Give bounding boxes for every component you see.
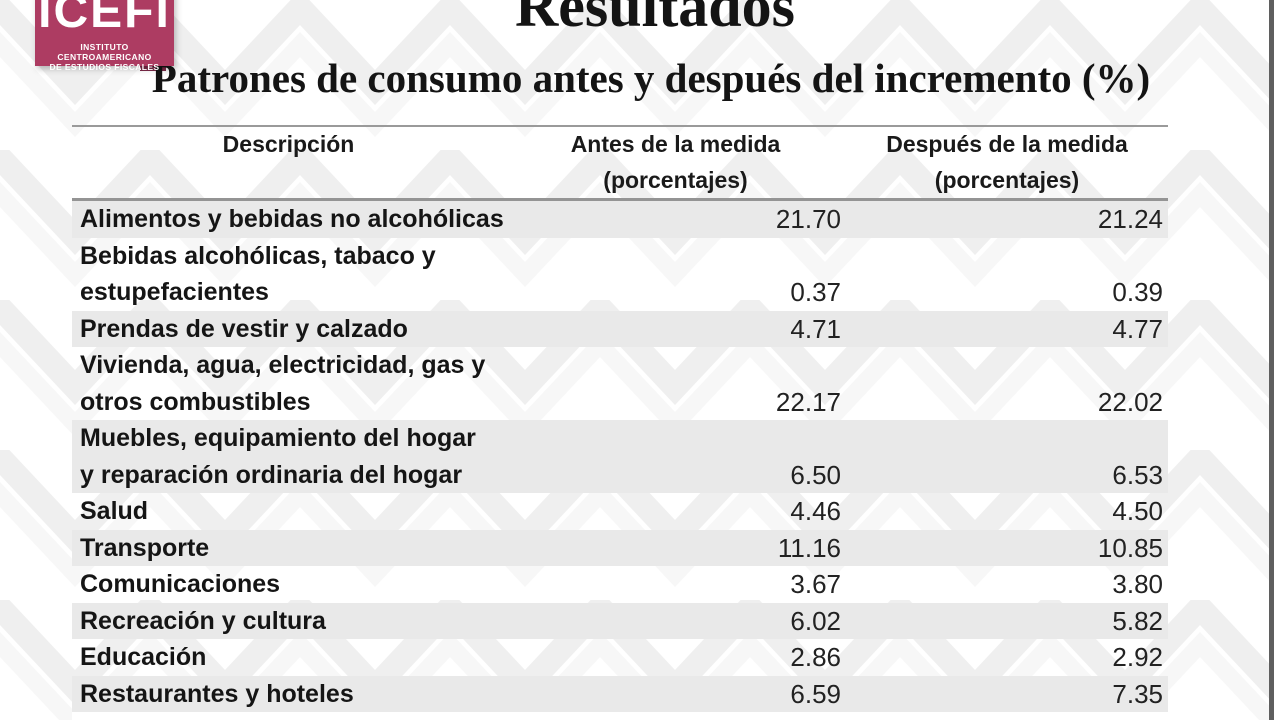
before-value-cell: 4.71: [790, 313, 841, 344]
consumption-table-container: Descripción Antes de la medida (porcenta…: [72, 125, 1168, 720]
after-value-cell: 22.02: [1097, 386, 1163, 417]
table-header-row: Descripción Antes de la medida (porcenta…: [72, 126, 1168, 200]
description-cell: Comunicaciones: [80, 570, 281, 598]
table-row: Salud 4.46 4.50: [72, 493, 1168, 530]
description-cell: Restaurantes y hoteles: [80, 679, 354, 708]
after-value-cell: 2.92: [1112, 642, 1163, 672]
description-cell: Salud: [80, 497, 149, 525]
after-value-cell: 5.82: [1112, 605, 1163, 636]
after-value-cell: 10.85: [1097, 532, 1163, 563]
before-value-cell: 6.50: [790, 459, 841, 490]
description-cell: Recreación y cultura: [80, 606, 326, 635]
description-cell: Transporte: [80, 533, 210, 562]
table-row: Restaurantes y hoteles 6.59 7.35: [72, 675, 1168, 712]
before-value-cell: 2.86: [790, 642, 841, 672]
table-next-row-cut: [72, 712, 1168, 720]
right-edge-bar: [1269, 0, 1274, 720]
description-cell: Vivienda, agua, electricidad, gas y otro…: [80, 351, 486, 416]
before-value-cell: 11.16: [777, 532, 841, 563]
table-row: Recreación y cultura 6.02 5.82: [72, 602, 1168, 639]
before-value-cell: 21.70: [775, 204, 841, 234]
table-row: Vivienda, agua, electricidad, gas y otro…: [72, 347, 1168, 420]
before-value-cell: 4.46: [790, 496, 841, 526]
right-edge-margin: [1274, 0, 1280, 720]
description-cell: Muebles, equipamiento del hogar y repara…: [80, 424, 476, 489]
table-row: Prendas de vestir y calzado 4.71 4.77: [72, 310, 1168, 347]
before-value-cell: 22.17: [775, 386, 841, 417]
table-row: Bebidas alcohólicas, tabaco y estupefaci…: [72, 238, 1168, 311]
table-row: Alimentos y bebidas no alcohólicas 21.70…: [72, 199, 1168, 238]
table-row: Transporte 11.16 10.85: [72, 529, 1168, 566]
consumption-table: Descripción Antes de la medida (porcenta…: [72, 125, 1168, 712]
header-after: Después de la medida (porcentajes): [886, 131, 1128, 193]
description-cell: Alimentos y bebidas no alcohólicas: [80, 205, 504, 233]
slide-title: Resultados: [514, 0, 796, 39]
before-value-cell: 3.67: [790, 569, 841, 599]
slide-subtitle: Patrones de consumo antes y después del …: [151, 55, 1151, 101]
after-value-cell: 4.77: [1112, 313, 1163, 344]
icefi-logo: ICEFI INSTITUTO CENTROAMERICANO DE ESTUD…: [35, 0, 174, 72]
description-cell: Educación: [80, 643, 207, 671]
header-description: Descripción: [222, 131, 355, 157]
logo-fold-tab: [140, 64, 166, 71]
before-value-cell: 6.59: [790, 678, 841, 709]
after-value-cell: 6.53: [1112, 459, 1163, 490]
after-value-cell: 4.50: [1112, 496, 1163, 526]
table-row: Muebles, equipamiento del hogar y repara…: [72, 420, 1168, 493]
before-value-cell: 0.37: [790, 277, 841, 307]
after-value-cell: 21.24: [1097, 204, 1163, 234]
before-value-cell: 6.02: [790, 605, 841, 636]
description-cell: Bebidas alcohólicas, tabaco y estupefaci…: [80, 241, 436, 307]
logo-acronym: ICEFI: [38, 0, 171, 38]
logo-name: INSTITUTO CENTROAMERICANO DE ESTUDIOS FI…: [49, 42, 160, 72]
after-value-cell: 3.80: [1112, 569, 1163, 599]
description-cell: Prendas de vestir y calzado: [80, 314, 408, 343]
after-value-cell: 7.35: [1112, 678, 1163, 709]
header-before: Antes de la medida (porcentajes): [570, 131, 781, 193]
table-row: Educación 2.86 2.92: [72, 639, 1168, 676]
after-value-cell: 0.39: [1112, 277, 1163, 307]
table-row: Comunicaciones 3.67 3.80: [72, 566, 1168, 603]
